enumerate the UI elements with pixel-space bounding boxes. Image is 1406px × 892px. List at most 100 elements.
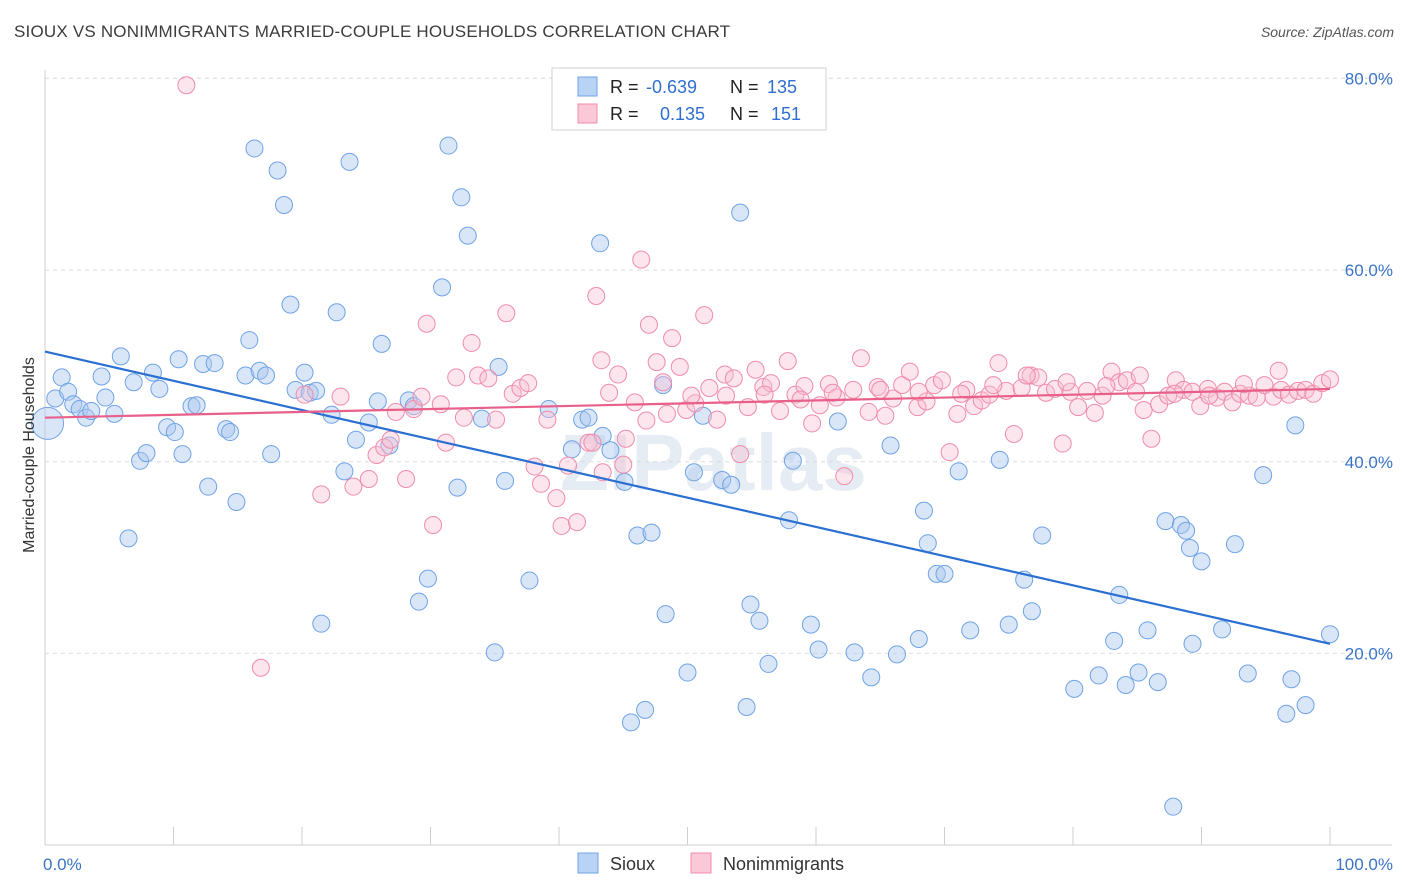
sioux-point <box>485 643 504 662</box>
sioux-point <box>881 436 900 455</box>
y-tick-label: 60.0% <box>1345 261 1393 280</box>
sioux-point <box>1022 602 1041 621</box>
nonimmigrants-point <box>844 380 863 399</box>
sioux-point <box>999 615 1018 634</box>
sioux-point <box>961 621 980 640</box>
sioux-point <box>240 331 259 350</box>
sioux-point <box>1183 634 1202 653</box>
legend-r-value-nonimmigrants: 0.135 <box>660 104 705 124</box>
sioux-point <box>828 412 847 431</box>
nonimmigrants-point <box>447 368 466 387</box>
sioux-point <box>573 410 592 429</box>
legend-swatch-sioux <box>577 76 598 97</box>
nonimmigrants-point <box>1004 424 1023 443</box>
sioux-point <box>418 569 437 588</box>
nonimmigrants-point <box>1046 379 1065 398</box>
sioux-point <box>111 347 130 366</box>
nonimmigrants-point <box>386 402 405 421</box>
sioux-point <box>31 406 65 440</box>
sioux-point <box>1089 666 1108 685</box>
sioux-point <box>628 526 647 545</box>
sioux-point <box>741 595 760 614</box>
nonimmigrants-point <box>1037 383 1056 402</box>
nonimmigrants-point <box>989 354 1008 373</box>
sioux-point <box>737 698 756 717</box>
sioux-point <box>713 470 732 489</box>
nonimmigrants-point <box>835 467 854 486</box>
axes-layer <box>44 70 1392 846</box>
nonimmigrants-point <box>1264 387 1283 406</box>
sioux-point <box>1180 538 1199 557</box>
nonimmigrants-point <box>359 469 378 488</box>
sioux-point <box>187 396 206 415</box>
sioux-point <box>359 413 378 432</box>
nonimmigrants-point <box>583 433 602 452</box>
sioux-point <box>496 471 515 490</box>
y-tick-label: 20.0% <box>1345 644 1393 663</box>
nonimmigrants-point <box>1166 371 1185 390</box>
chart-title: SIOUX VS NONIMMIGRANTS MARRIED-COUPLE HO… <box>14 22 731 41</box>
nonimmigrants-point <box>344 477 363 496</box>
sioux-point <box>262 445 281 464</box>
nonimmigrants-point <box>746 360 765 379</box>
nonimmigrants-point <box>381 430 400 449</box>
grid-layer <box>45 77 1392 654</box>
sioux-point <box>346 430 365 449</box>
series-legend-swatch-sioux <box>577 852 599 874</box>
nonimmigrants-point <box>1126 382 1145 401</box>
legend-n-label-sioux: N = <box>730 77 759 97</box>
nonimmigrants-point <box>670 357 689 376</box>
source-label: Source: ZipAtlas.com <box>1260 24 1394 40</box>
sioux-point <box>656 605 675 624</box>
nonimmigrants-point <box>616 429 635 448</box>
sioux-point <box>307 381 326 400</box>
nonimmigrants-point <box>1200 386 1219 405</box>
nonimmigrants-point <box>700 378 719 397</box>
nonimmigrants-point <box>876 406 895 425</box>
nonimmigrants-point <box>454 408 473 427</box>
sioux-point <box>433 278 452 297</box>
sioux-point <box>199 477 218 496</box>
sioux-point <box>1254 466 1273 485</box>
sioux-point <box>439 136 458 155</box>
nonimmigrants-point <box>579 433 598 452</box>
sioux-point <box>684 463 703 482</box>
sioux-point <box>601 441 620 460</box>
sioux-point <box>92 367 111 386</box>
nonimmigrants-point <box>532 474 551 493</box>
nonimmigrants-point <box>312 485 331 504</box>
sioux-point <box>636 700 655 719</box>
nonimmigrants-point <box>932 371 951 390</box>
nonimmigrants-point <box>417 314 436 333</box>
sioux-point <box>1065 679 1084 698</box>
sioux-point <box>1116 675 1135 694</box>
sioux-point <box>914 501 933 520</box>
sioux-point <box>783 451 802 470</box>
sioux-point <box>368 392 387 411</box>
legend-r-value-sioux: -0.639 <box>646 77 697 97</box>
sioux-point <box>1225 535 1244 554</box>
nonimmigrants-point <box>1057 373 1076 392</box>
nonimmigrants-point <box>479 369 498 388</box>
series-legend-label-sioux: Sioux <box>610 854 655 874</box>
nonimmigrants-point <box>647 353 666 372</box>
nonimmigrants-point <box>519 374 538 393</box>
nonimmigrants-point <box>547 489 566 508</box>
y-tick-label: 80.0% <box>1345 70 1393 89</box>
nonimmigrants-point <box>871 380 890 399</box>
nonimmigrants-point <box>682 386 701 405</box>
sioux-point <box>1177 521 1196 540</box>
sioux-point <box>1105 631 1124 650</box>
nonimmigrants-point <box>462 333 481 352</box>
nonimmigrants-point <box>677 401 696 420</box>
sioux-point <box>245 139 264 158</box>
nonimmigrants-point <box>1165 384 1184 403</box>
sioux-point <box>327 303 346 322</box>
nonimmigrants-point <box>424 515 443 534</box>
sioux-point <box>268 161 287 180</box>
nonimmigrants-point <box>755 385 774 404</box>
sioux-point <box>275 195 294 214</box>
nonimmigrants-point <box>851 349 870 368</box>
nonimmigrants-point <box>1029 368 1048 387</box>
nonimmigrants-point <box>731 445 750 464</box>
